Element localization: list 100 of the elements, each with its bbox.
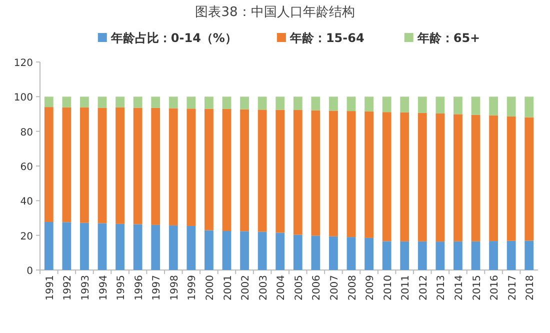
bar	[151, 224, 160, 270]
bar	[168, 108, 178, 226]
x-tick-label: 1996	[134, 275, 145, 300]
x-tick-label: 1997	[152, 275, 163, 300]
bar	[400, 112, 410, 242]
bar	[116, 224, 124, 270]
bar	[418, 112, 427, 242]
x-tick-label: 2002	[240, 275, 252, 300]
bar	[418, 241, 427, 270]
bar	[382, 96, 392, 112]
bar	[240, 231, 249, 270]
bar	[222, 108, 232, 231]
bar	[382, 112, 392, 242]
bar	[80, 107, 89, 223]
bar	[133, 96, 142, 108]
bar	[364, 96, 374, 112]
y-tick-label: 20	[20, 231, 33, 242]
bar	[186, 226, 196, 270]
y-tick-label: 120	[14, 58, 33, 69]
bar	[329, 110, 338, 236]
bar	[62, 222, 72, 270]
x-tick-label: 1998	[169, 275, 180, 300]
bar	[222, 96, 232, 109]
bar	[436, 96, 445, 114]
bar	[293, 234, 302, 270]
bar	[454, 241, 462, 270]
x-tick-label: 2015	[472, 275, 483, 300]
x-tick-label: 1993	[80, 275, 92, 300]
bar	[471, 96, 480, 115]
bar	[151, 108, 160, 225]
x-tick-label: 2005	[294, 275, 305, 300]
bar	[258, 110, 267, 232]
y-tick-label: 80	[20, 127, 33, 138]
x-tick-label: 1992	[62, 275, 74, 300]
bar	[116, 107, 124, 224]
x-tick-label: 2013	[436, 275, 448, 300]
bar	[489, 115, 498, 242]
bar	[133, 108, 142, 224]
bar	[204, 230, 214, 270]
bar	[364, 111, 374, 238]
bar	[168, 96, 178, 108]
bar	[418, 96, 427, 113]
bar	[116, 96, 124, 108]
bar	[524, 240, 534, 270]
bar	[524, 117, 534, 241]
bar	[400, 96, 410, 112]
bar	[329, 96, 338, 111]
bar	[436, 242, 445, 270]
x-tick-label: 2016	[490, 275, 501, 300]
bar	[240, 96, 249, 110]
y-tick-label: 100	[14, 92, 33, 104]
bar	[311, 96, 320, 110]
bar	[276, 96, 285, 110]
legend-label: 年龄：15-64	[288, 31, 364, 45]
bar	[98, 223, 107, 270]
x-tick-label: 2010	[382, 275, 394, 300]
bar	[62, 96, 72, 108]
x-tick-label: 2017	[507, 275, 518, 300]
bar	[364, 238, 374, 270]
bar	[506, 240, 516, 270]
bar	[454, 114, 462, 242]
bar	[44, 96, 54, 108]
x-tick-label: 2004	[276, 275, 288, 300]
x-tick-label: 2003	[258, 275, 270, 300]
bar	[346, 96, 356, 112]
x-tick-label: 2018	[525, 275, 536, 300]
bar	[346, 237, 356, 270]
x-tick-label: 2011	[400, 275, 412, 300]
bar	[311, 236, 320, 270]
bar	[240, 109, 249, 232]
x-tick-label: 2012	[418, 275, 430, 300]
bar	[329, 236, 338, 270]
chart-title: 图表38：中国人口年龄结构	[195, 5, 355, 20]
bar	[346, 111, 356, 238]
x-tick-label: 2008	[347, 275, 358, 300]
bar	[276, 232, 285, 270]
bar	[204, 96, 214, 109]
bar	[311, 110, 320, 236]
bar	[186, 96, 196, 109]
bar	[276, 110, 285, 233]
x-tick-label: 2009	[365, 275, 376, 300]
bar	[506, 96, 516, 116]
x-tick-label: 1991	[44, 275, 56, 300]
bar	[382, 241, 392, 270]
bar	[454, 96, 462, 114]
bar	[506, 116, 516, 241]
bar	[44, 222, 54, 270]
bar	[293, 96, 302, 110]
x-tick-label: 2014	[454, 275, 465, 300]
bar	[44, 107, 54, 222]
y-tick-label: 0	[26, 266, 33, 277]
bar	[80, 222, 89, 270]
bar	[258, 232, 267, 270]
x-tick-label: 2000	[204, 275, 216, 300]
bar	[471, 241, 480, 270]
legend-label: 年龄：65+	[416, 31, 480, 45]
bar	[133, 224, 142, 270]
bar	[80, 96, 89, 108]
x-tick-label: 2006	[312, 275, 323, 300]
bar	[186, 108, 196, 226]
